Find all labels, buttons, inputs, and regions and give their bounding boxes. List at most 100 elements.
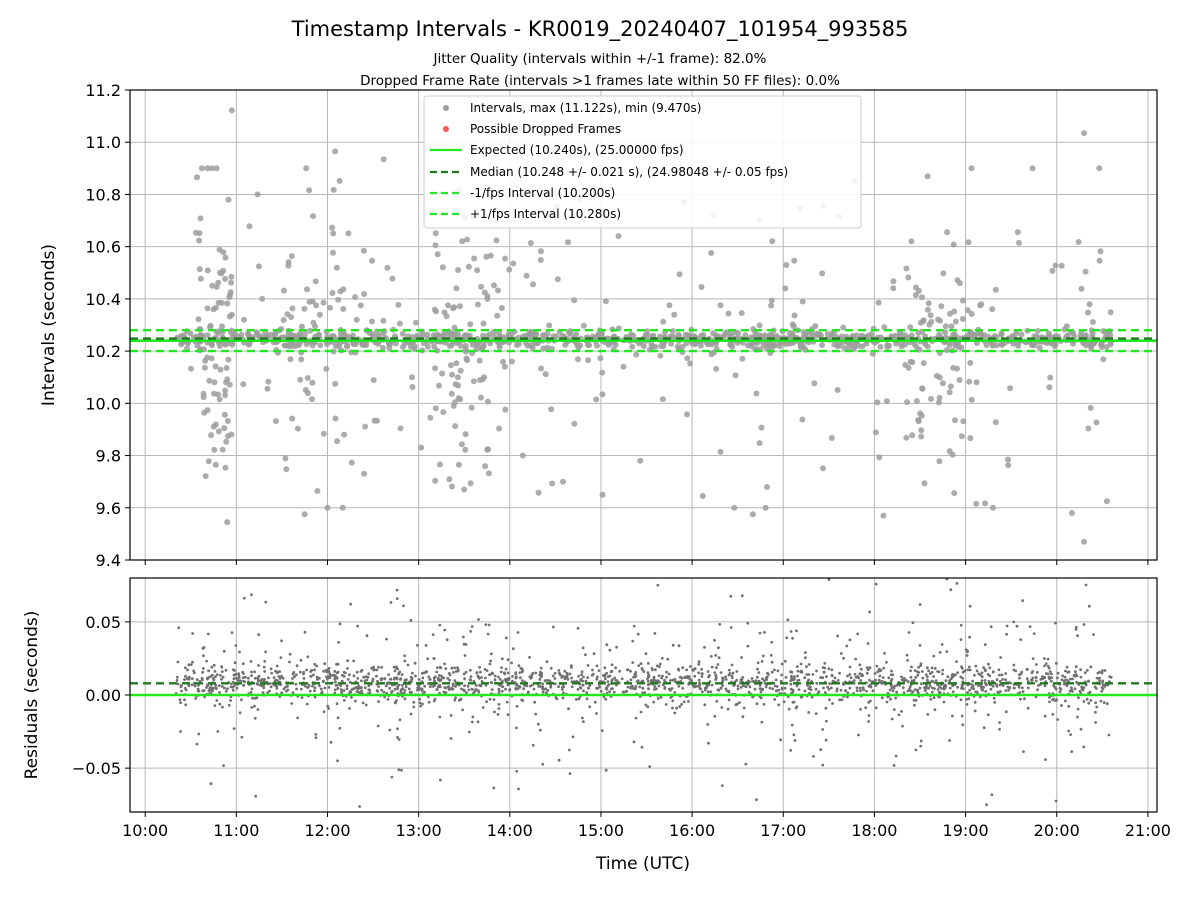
residual-point [260,684,264,688]
interval-point [620,363,627,370]
bottom-x-axis-ticks: 10:00 11:00 12:00 13:00 14:00 15:00 16:00 17:00… [122,812,1171,840]
residual-point [876,670,880,674]
residual-point [549,666,553,670]
residual-point [608,690,611,693]
residual-point [634,674,638,677]
residual-point [345,684,349,688]
residual-point [603,674,607,678]
interval-point [461,486,468,493]
residual-point [766,671,769,675]
residual-point [1046,657,1050,661]
interval-point [946,389,953,396]
residual-point [584,679,588,683]
residual-point [1100,681,1104,684]
residual-point [205,676,209,680]
residual-point [659,696,663,699]
residual-point [1048,670,1052,673]
residual-point [997,668,1001,672]
residual-point [319,687,323,691]
residual-point [865,671,869,675]
residual-point [774,689,778,692]
residual-point [335,676,339,680]
interval-point [216,328,223,335]
residual-point [406,663,410,667]
interval-point [287,356,294,363]
interval-point [764,484,770,490]
residual-point [309,674,313,678]
residual-point [1031,676,1035,680]
interval-point [924,306,931,313]
residual-point [663,678,666,682]
residual-point [932,654,936,658]
residual-point [195,742,199,746]
residual-point [469,675,473,679]
residual-point [1079,675,1083,679]
residual-point [582,689,585,693]
residual-point [1068,677,1072,681]
interval-point [418,444,425,451]
interval-point [973,379,980,386]
residual-point [521,669,525,672]
residual-point [859,689,862,693]
interval-point [1046,384,1053,391]
residual-point [308,689,312,693]
residual-point [365,634,369,638]
residual-point [421,702,424,706]
residual-point [376,724,380,728]
interval-point [1063,323,1070,330]
residual-point [1043,675,1046,679]
residual-point [1095,705,1099,709]
residual-point [295,664,299,668]
x-tick-label: 14:00 [487,821,533,840]
residual-point [921,676,925,680]
residual-point [529,676,533,680]
interval-point [580,322,587,329]
residual-point [626,668,629,672]
residual-point [396,727,399,731]
residual-point [479,670,482,674]
residual-point [562,685,565,689]
residual-point [799,662,803,666]
residual-point [1077,696,1080,700]
interval-point [915,417,922,423]
interval-point [443,313,450,320]
interval-point [314,488,321,494]
residual-point [256,678,260,681]
residual-point [179,730,182,733]
top-panel-intervals: 9.49.69.810.010.210.410.610.811.011.2 In… [39,81,1158,570]
residual-point [1019,672,1023,676]
residual-point [819,748,823,752]
interval-point [462,446,469,453]
interval-point [633,351,640,358]
residual-point [263,659,267,663]
residual-point [1054,687,1058,691]
interval-point [1085,425,1092,432]
residual-point [949,588,953,592]
residual-point [746,621,750,625]
residual-point [964,648,968,652]
interval-point [992,419,999,426]
residual-point [211,686,215,690]
residual-point [452,671,455,674]
residual-point [998,679,1002,683]
residual-point [274,678,278,682]
interval-point [246,223,253,230]
residual-point [553,677,557,680]
interval-point [474,342,481,349]
residual-point [306,655,310,659]
residual-point [335,662,338,666]
residual-point [703,703,707,707]
interval-point [453,285,460,292]
residual-point [1026,686,1030,690]
residual-point [1047,676,1051,680]
residual-point [257,664,260,667]
residual-point [491,672,495,675]
interval-point [519,452,526,459]
interval-point [1093,419,1100,426]
residual-point [874,582,878,586]
residual-point [1054,621,1057,625]
interval-point [200,390,207,397]
residual-point [478,665,481,669]
interval-point [998,330,1005,337]
residual-point [176,660,180,664]
